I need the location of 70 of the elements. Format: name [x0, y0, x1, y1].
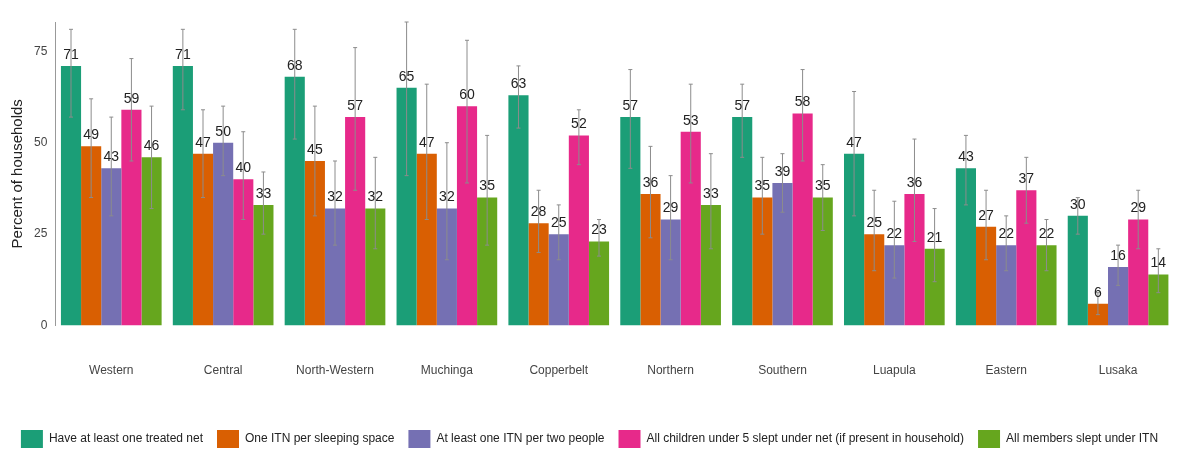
legend-label: All members slept under ITN	[1006, 431, 1159, 446]
data-label: 59	[123, 89, 140, 106]
x-tick-label: Eastern	[985, 363, 1027, 378]
x-tick-label: Copperbelt	[529, 363, 589, 378]
data-label: 52	[571, 115, 587, 132]
data-label: 22	[1038, 224, 1055, 241]
x-tick-label: Central	[203, 363, 243, 378]
data-label: 32	[367, 188, 384, 205]
data-label: 47	[418, 133, 435, 150]
data-label: 29	[1130, 199, 1147, 216]
data-label: 57	[622, 96, 639, 113]
data-label: 39	[774, 162, 791, 179]
data-label: 36	[906, 173, 923, 190]
data-label: 50	[215, 122, 232, 139]
legend-label: One ITN per sleeping space	[245, 431, 395, 446]
data-label: 63	[510, 75, 527, 92]
data-label: 49	[83, 126, 100, 143]
data-label: 71	[175, 45, 191, 62]
data-label: 22	[886, 224, 903, 241]
x-tick-label: Lusaka	[1098, 363, 1138, 378]
x-tick-label: Luapula	[872, 363, 917, 378]
x-tick-label: Northern	[647, 363, 694, 378]
data-label: 25	[550, 214, 567, 231]
data-label: 36	[642, 173, 659, 190]
data-label: 28	[530, 203, 547, 220]
x-tick-label: Western	[89, 363, 134, 378]
x-tick-label: North-Western	[296, 363, 374, 378]
data-label: 40	[235, 159, 252, 176]
data-label: 35	[814, 177, 831, 194]
y-tick-label: 25	[33, 226, 48, 241]
data-label: 21	[926, 228, 943, 245]
data-label: 35	[479, 177, 496, 194]
legend-label: Have at least one treated net	[48, 431, 204, 446]
legend-label: All children under 5 slept under net (if present in household)	[646, 431, 965, 446]
y-tick-label: 75	[33, 43, 48, 58]
data-label: 32	[327, 188, 344, 205]
data-label: 27	[978, 206, 995, 223]
data-label: 45	[307, 140, 323, 157]
data-label: 57	[734, 96, 751, 113]
data-label: 58	[794, 93, 811, 110]
data-label: 16	[1110, 246, 1127, 263]
legend-label: At least one ITN per two people	[436, 431, 605, 446]
data-label: 23	[591, 221, 608, 238]
data-label: 22	[998, 224, 1015, 241]
data-label: 43	[958, 148, 974, 165]
data-label: 32	[439, 188, 455, 205]
data-label: 33	[703, 184, 719, 201]
y-axis-title: Percent of households	[8, 99, 26, 249]
data-label: 43	[103, 148, 120, 165]
y-tick-label: 0	[40, 317, 48, 332]
data-label: 71	[63, 45, 80, 62]
data-label: 37	[1018, 170, 1035, 187]
data-label: 25	[866, 214, 883, 231]
data-label: 65	[398, 67, 415, 84]
data-label: 57	[347, 96, 364, 113]
y-tick-label: 50	[33, 135, 48, 150]
data-label: 47	[846, 133, 863, 150]
data-label: 30	[1070, 195, 1086, 212]
data-label: 60	[459, 85, 476, 102]
data-label: 35	[754, 177, 771, 194]
data-label: 47	[195, 133, 212, 150]
data-label: 33	[255, 184, 272, 201]
data-label: 46	[143, 137, 160, 154]
data-label: 6	[1094, 283, 1103, 300]
data-label: 14	[1150, 254, 1167, 271]
data-label: 29	[662, 199, 679, 216]
x-tick-label: Southern	[758, 363, 807, 378]
x-tick-label: Muchinga	[420, 363, 474, 378]
data-label: 53	[682, 111, 699, 128]
data-label: 68	[286, 56, 303, 73]
